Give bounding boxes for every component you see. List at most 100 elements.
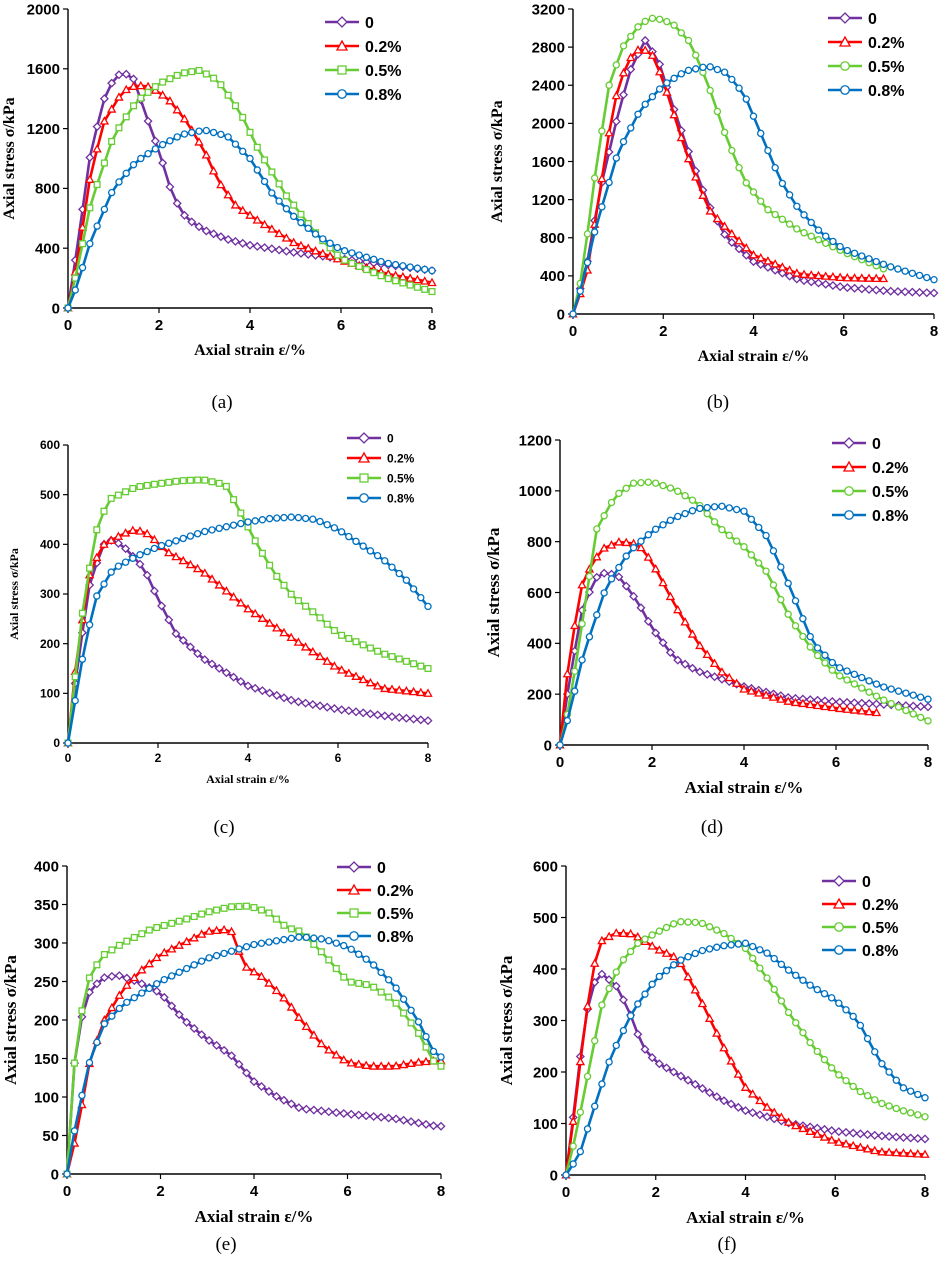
data-point	[174, 1010, 184, 1020]
data-point	[204, 926, 214, 935]
data-point	[583, 230, 592, 238]
x-tick-label: 6	[832, 754, 840, 771]
data-point	[614, 572, 624, 582]
data-point	[676, 1071, 686, 1081]
data-point	[792, 268, 802, 277]
data-point	[85, 174, 95, 183]
data-point	[626, 52, 636, 62]
data-point	[648, 14, 657, 23]
data-point	[930, 275, 938, 284]
data-point	[629, 479, 638, 487]
data-point	[260, 177, 269, 186]
data-point	[107, 1002, 117, 1012]
data-point	[391, 260, 400, 269]
data-point	[149, 586, 159, 596]
data-point	[641, 17, 649, 26]
data-point	[354, 1059, 364, 1068]
data-point	[901, 267, 909, 275]
data-point	[778, 179, 787, 188]
data-point	[78, 263, 87, 272]
data-point	[142, 528, 152, 538]
data-point	[120, 528, 131, 537]
data-point	[93, 1038, 101, 1047]
data-point	[323, 520, 331, 529]
data-point	[627, 32, 635, 41]
data-point	[799, 276, 809, 286]
data-point	[272, 915, 280, 923]
data-point	[828, 271, 838, 281]
legend-label: 0.8%	[872, 508, 908, 525]
data-point	[562, 1171, 570, 1179]
data-point	[828, 658, 837, 667]
data-point	[242, 902, 251, 910]
data-point	[171, 551, 181, 561]
legend-swatch-marker	[834, 945, 844, 955]
data-point	[311, 230, 320, 238]
data-point	[212, 951, 221, 960]
data-point	[670, 21, 678, 29]
data-point	[92, 979, 102, 989]
data-point	[871, 707, 882, 717]
data-point	[168, 919, 176, 927]
data-point	[647, 1053, 657, 1063]
data-point	[906, 1109, 915, 1117]
data-point	[634, 939, 642, 947]
data-point	[712, 213, 723, 223]
data-point	[621, 581, 631, 591]
data-point	[820, 701, 830, 711]
data-point	[99, 973, 109, 983]
series-0	[555, 568, 933, 750]
data-point	[662, 1063, 672, 1073]
chart-e: 0 50 100 150 200 250 300 350 400 0 2 4 6 8 Axial strai…	[1, 858, 446, 1255]
data-point	[197, 957, 206, 965]
data-point	[114, 70, 124, 80]
data-point	[651, 479, 660, 487]
data-point	[310, 246, 321, 255]
data-point	[590, 174, 599, 182]
data-point	[848, 1128, 858, 1138]
data-point	[590, 958, 600, 967]
data-point	[806, 643, 814, 651]
data-point	[662, 966, 671, 975]
data-point	[591, 1037, 599, 1045]
data-point	[243, 681, 253, 691]
data-point	[279, 693, 289, 703]
data-point	[914, 1111, 922, 1119]
x-axis-label: Axial strain ε/%	[195, 1207, 314, 1226]
data-point	[189, 1023, 199, 1033]
data-point	[756, 253, 766, 262]
data-point	[171, 629, 181, 639]
data-point	[167, 944, 177, 953]
chart-d: 0 200 400 600 800 1000 1200 0 2 4 6 8 Axial strain ε…	[484, 432, 933, 838]
data-point	[370, 255, 378, 264]
data-point	[762, 531, 770, 540]
series-0	[568, 35, 939, 319]
data-point	[727, 941, 735, 949]
data-point	[865, 677, 873, 685]
data-point	[604, 975, 614, 985]
data-point	[884, 1131, 894, 1141]
data-point	[756, 259, 766, 269]
data-point	[768, 692, 779, 701]
data-point	[300, 642, 311, 651]
data-point	[274, 245, 284, 255]
data-point	[392, 984, 400, 992]
y-tick-label: 400	[527, 636, 552, 653]
data-point	[329, 704, 339, 714]
data-point	[201, 226, 211, 236]
y-tick-label: 800	[35, 181, 60, 198]
data-point	[150, 480, 158, 488]
data-point	[302, 933, 311, 942]
data-point	[316, 1106, 326, 1116]
data-point	[387, 712, 397, 722]
legend: 0 0.2% 0.5% 0.8%	[325, 15, 401, 104]
data-point	[257, 939, 266, 948]
legend-label: 0.5%	[387, 471, 415, 485]
data-point	[655, 85, 664, 93]
data-point	[576, 287, 584, 295]
data-point	[843, 676, 851, 684]
data-point	[172, 537, 180, 545]
y-tick-label: 500	[533, 910, 558, 927]
data-point	[674, 487, 682, 495]
data-point	[153, 980, 161, 988]
